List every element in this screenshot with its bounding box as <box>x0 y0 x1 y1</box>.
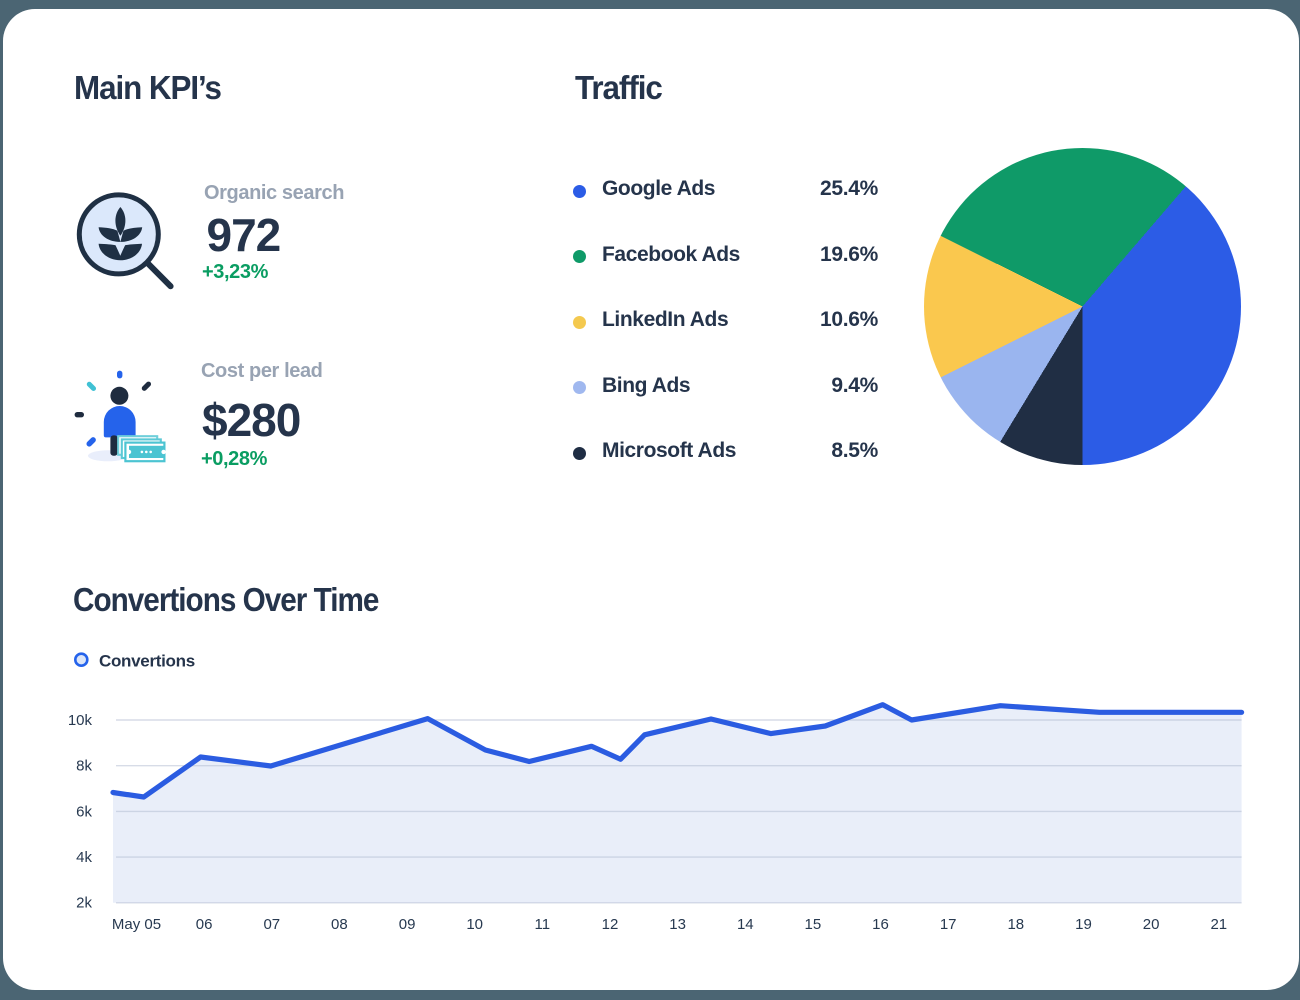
svg-text:6k: 6k <box>76 803 92 820</box>
svg-text:2k: 2k <box>76 895 92 912</box>
svg-text:15: 15 <box>805 916 822 933</box>
svg-text:19: 19 <box>1075 916 1092 933</box>
svg-text:17: 17 <box>940 916 957 933</box>
svg-text:14: 14 <box>737 916 754 933</box>
svg-text:11: 11 <box>535 916 551 933</box>
svg-text:8k: 8k <box>76 758 92 775</box>
svg-text:20: 20 <box>1143 916 1160 933</box>
svg-text:13: 13 <box>669 916 686 933</box>
svg-text:10k: 10k <box>68 712 93 729</box>
svg-text:4k: 4k <box>76 849 92 866</box>
svg-text:21: 21 <box>1210 916 1227 933</box>
svg-text:06: 06 <box>196 916 213 933</box>
svg-text:08: 08 <box>331 916 348 933</box>
svg-text:May 05: May 05 <box>112 916 161 933</box>
svg-text:16: 16 <box>872 916 889 933</box>
svg-text:09: 09 <box>399 916 416 933</box>
svg-text:10: 10 <box>466 916 483 933</box>
svg-text:07: 07 <box>263 916 280 933</box>
svg-text:18: 18 <box>1007 916 1024 933</box>
svg-text:12: 12 <box>602 916 619 933</box>
svg-text:Convertions: Convertions <box>99 652 195 671</box>
